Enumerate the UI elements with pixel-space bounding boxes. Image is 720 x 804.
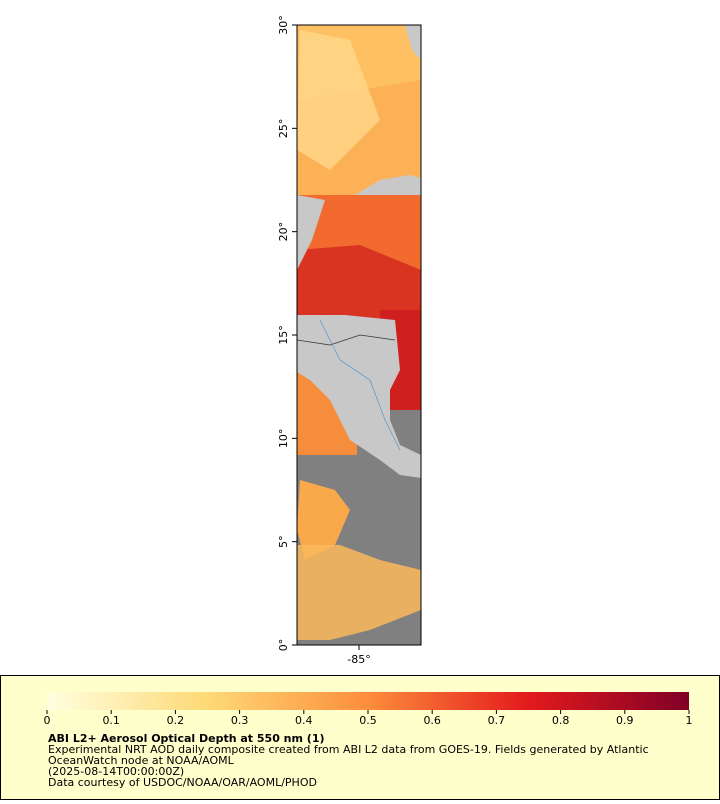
colorbar-tick-label: 0.8 <box>552 714 570 727</box>
colorbar-tick-label: 0.3 <box>231 714 249 727</box>
x-tick-label: -85° <box>347 653 370 666</box>
legend-title: ABI L2+ Aerosol Optical Depth at 550 nm … <box>48 732 325 745</box>
colorbar-tick-label: 0.2 <box>167 714 185 727</box>
y-tick-label: 25° <box>277 119 290 139</box>
colorbar <box>47 692 689 710</box>
colorbar-tick-label: 0 <box>44 714 51 727</box>
y-tick-label: 5° <box>277 535 290 548</box>
y-tick-label: 15° <box>277 325 290 345</box>
colorbar-tick-label: 0.7 <box>488 714 506 727</box>
colorbar-tick-label: 1 <box>686 714 693 727</box>
y-tick-label: 20° <box>277 222 290 242</box>
colorbar-tick-label: 0.4 <box>295 714 313 727</box>
legend-line: (2025-08-14T00:00:00Z) <box>48 765 184 778</box>
colorbar-tick-label: 0.1 <box>102 714 120 727</box>
y-tick-label: 0° <box>277 639 290 652</box>
legend-line: OceanWatch node at NOAA/AOML <box>48 754 235 767</box>
axes: 0° 5° 10° 15° 20° 25° 30° -85° <box>277 15 371 666</box>
y-tick-label: 10° <box>277 429 290 449</box>
colorbar-tick-label: 0.5 <box>359 714 377 727</box>
y-tick-label: 30° <box>277 15 290 35</box>
legend-line: Data courtesy of USDOC/NOAA/OAR/AOML/PHO… <box>48 776 317 789</box>
colorbar-axis: 0 0.1 0.2 0.3 0.4 0.5 0.6 0.7 0.8 0.9 1 <box>44 710 693 727</box>
colorbar-tick-label: 0.9 <box>616 714 634 727</box>
map-raster <box>297 25 421 645</box>
legend-line: Experimental NRT AOD daily composite cre… <box>48 743 649 756</box>
colorbar-tick-label: 0.6 <box>423 714 441 727</box>
